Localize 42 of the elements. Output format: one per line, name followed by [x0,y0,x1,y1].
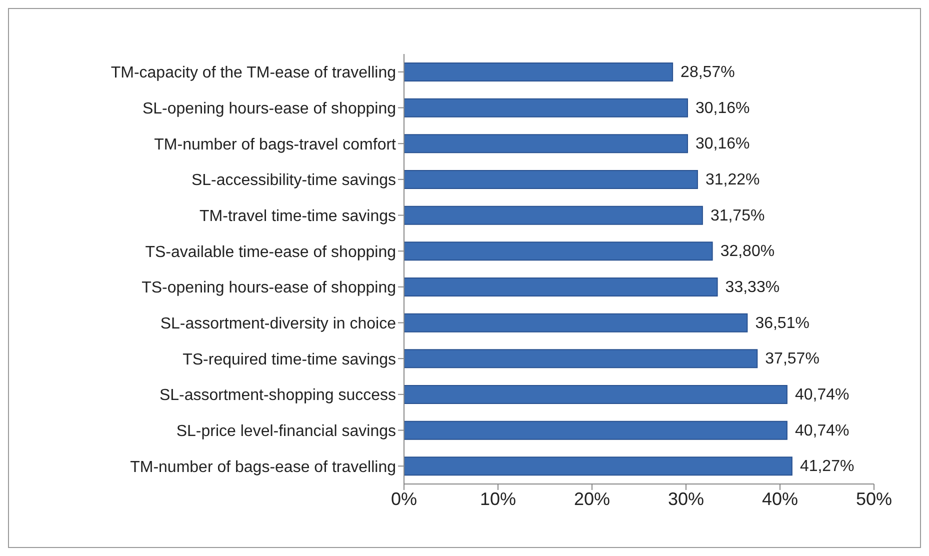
data-label: 41,27% [800,458,854,476]
bar [404,170,698,189]
x-tick-label: 0% [390,488,418,509]
data-label: 28,57% [680,64,735,81]
bar [404,98,688,118]
x-tick-label: 50% [856,488,892,509]
y-tick-label: SL-price level-financial savings [176,422,396,440]
bar [404,313,748,332]
data-label: 37,57% [765,350,820,368]
y-tick-label: TS-available time-ease of shopping [145,244,396,261]
data-label: 33,33% [725,279,780,296]
bar [404,242,713,261]
y-tick-label: TM-travel time-time savings [200,208,396,225]
bar [404,62,674,82]
bar [404,349,758,368]
y-tick-label: TM-number of bags-ease of travelling [130,458,396,476]
data-label: 40,74% [794,386,850,404]
x-tick-label: 20% [574,488,610,509]
x-tick-label: 10% [480,488,516,509]
x-tick-label: 30% [668,488,704,509]
bar [404,385,788,404]
bar [404,206,703,225]
y-tick-label: SL-accessibility-time savings [191,172,396,190]
bar [404,134,688,154]
data-label: 30,16% [696,100,750,117]
y-tick-label: SL-assortment-shopping success [159,387,396,404]
bar [404,278,718,296]
y-tick-label: SL-assortment-diversity in choice [160,315,396,332]
y-tick-label: TM-number of bags-travel comfort [154,136,397,154]
x-tick-label: 40% [762,488,798,509]
bar [404,456,792,476]
data-label: 31,22% [705,172,760,188]
data-label: 32,80% [720,243,775,260]
data-label: 31,75% [710,207,765,224]
data-label: 30,16% [696,136,750,153]
y-tick-label: SL-opening hours-ease of shopping [142,100,396,118]
y-tick-label: TS-opening hours-ease of shopping [142,280,396,297]
y-tick-label: TM-capacity of the TM-ease of travelling [110,64,396,82]
bar [404,420,788,440]
data-label: 36,51% [755,314,810,332]
data-label: 40,74% [794,422,850,440]
y-tick-label: TS-required time-time savings [182,351,396,368]
